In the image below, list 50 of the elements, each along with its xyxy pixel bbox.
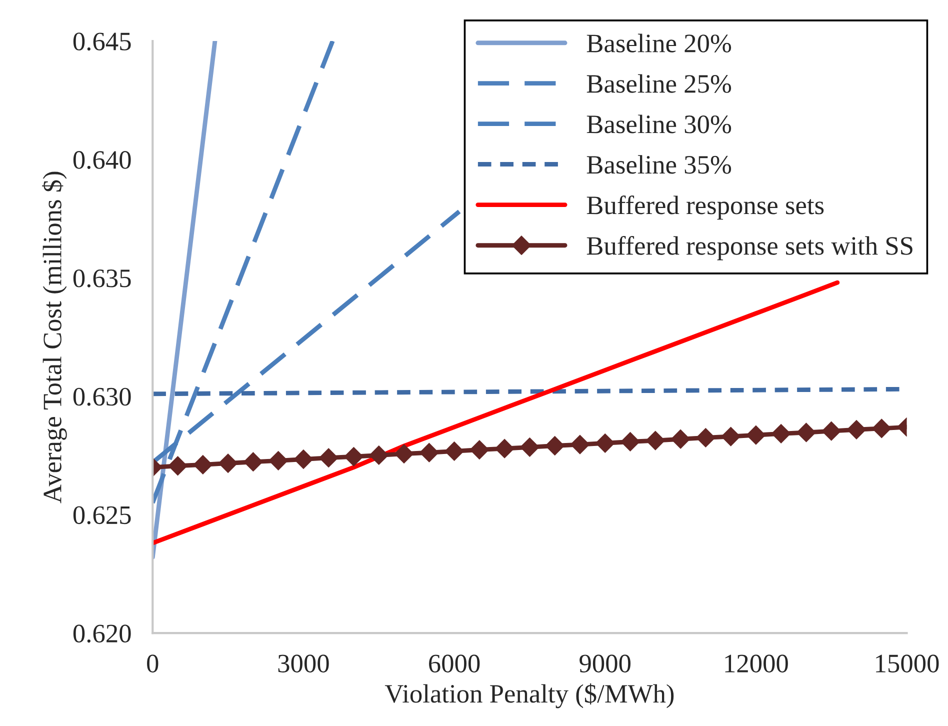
y-tick-label: 0.645	[73, 32, 131, 51]
point	[872, 418, 892, 438]
point	[846, 420, 866, 440]
point	[369, 446, 388, 465]
point	[244, 452, 263, 472]
point	[822, 422, 841, 441]
legend-label: Baseline 25%	[586, 74, 732, 93]
y-tick-label: 0.620	[73, 624, 131, 643]
y-tick-label: 0.635	[73, 269, 131, 288]
x-tick-label: 0	[147, 654, 158, 672]
point	[520, 438, 540, 457]
legend-label: Baseline 20%	[586, 34, 732, 52]
point	[344, 447, 364, 466]
y-tick-label: 0.630	[73, 388, 131, 406]
point	[670, 430, 690, 449]
point	[772, 424, 791, 444]
x-tick-label: 6000	[429, 654, 480, 672]
x-tick-label: 3000	[278, 654, 329, 672]
point	[746, 426, 766, 445]
point	[420, 443, 439, 462]
legend-label: Buffered response sets	[586, 195, 824, 220]
point	[193, 455, 212, 474]
point	[444, 442, 464, 461]
point	[545, 436, 564, 456]
point	[596, 434, 615, 453]
point	[294, 450, 313, 469]
legend-label: Baseline 35%	[586, 155, 732, 174]
legend-label: Buffered response sets with SS	[586, 236, 912, 260]
point	[721, 426, 740, 446]
x-axis-title: Violation Penalty ($/MWh)	[384, 683, 674, 708]
point	[620, 432, 640, 452]
x-tick-label: 9000	[580, 654, 630, 672]
point	[570, 435, 590, 454]
x-tick-label: 12000	[725, 654, 788, 672]
point	[796, 422, 816, 442]
point	[218, 454, 238, 473]
point	[268, 451, 288, 470]
x-tick-label: 15000	[876, 654, 939, 672]
point	[470, 440, 489, 460]
point	[495, 439, 514, 458]
point	[646, 431, 665, 450]
y-tick-label: 0.625	[73, 506, 131, 524]
y-axis-title: Average Total Cost (millions $)	[42, 172, 67, 504]
line-series	[152, 280, 840, 546]
point	[394, 444, 414, 464]
point	[319, 448, 338, 468]
legend-label: Baseline 30%	[586, 114, 732, 134]
point	[696, 428, 716, 448]
point	[168, 456, 188, 476]
y-tick-label: 0.640	[73, 151, 131, 169]
